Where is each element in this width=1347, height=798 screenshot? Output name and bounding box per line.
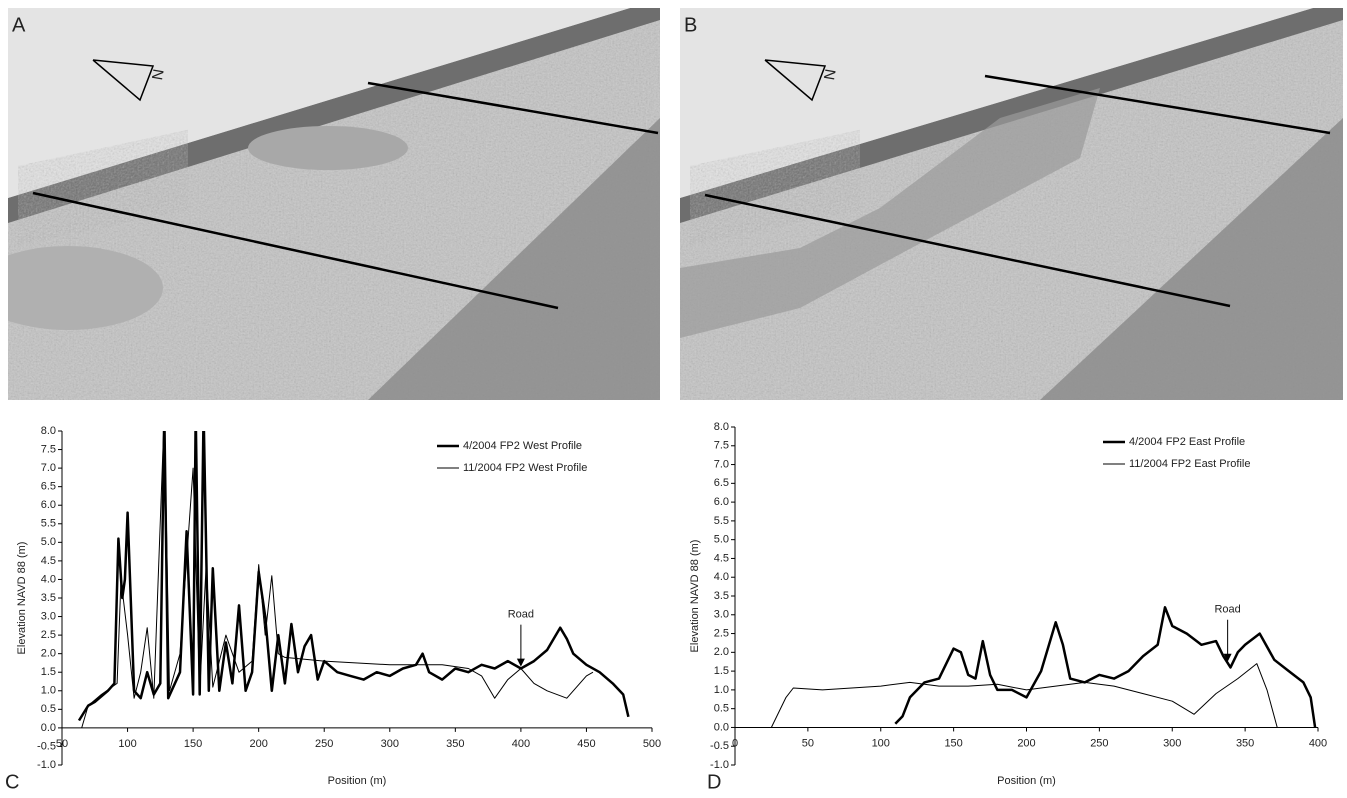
y-tick-label: 5.0 bbox=[41, 536, 56, 548]
y-tick-label: 2.0 bbox=[41, 648, 56, 660]
image-content bbox=[8, 8, 660, 400]
y-axis-title: Elevation NAVD 88 (m) bbox=[689, 540, 701, 653]
y-tick-label: 6.0 bbox=[41, 499, 56, 511]
series-line bbox=[770, 663, 1278, 728]
panel-label: D bbox=[707, 771, 721, 793]
chart: -1.0 -0.5 0.0 0.5 1.0 1.5 2.0 2.5 3.0 3.5 4.0 4.5 5.… bbox=[5, 425, 661, 793]
y-tick-label: 7.5 bbox=[714, 440, 729, 452]
x-tick-label: 450 bbox=[577, 738, 595, 750]
x-tick-label: 300 bbox=[381, 738, 399, 750]
x-tick-label: 250 bbox=[315, 738, 333, 750]
series-line bbox=[77, 431, 630, 722]
pond bbox=[8, 246, 163, 330]
x-tick-label: 350 bbox=[1236, 737, 1254, 749]
y-tick-label: 4.5 bbox=[41, 555, 56, 567]
terrain-image: NB bbox=[680, 8, 1343, 400]
y-tick-label: 4.5 bbox=[714, 552, 729, 564]
image-content bbox=[680, 8, 1343, 400]
arrow-head bbox=[1223, 653, 1232, 662]
north-arrow bbox=[764, 59, 827, 102]
series-line bbox=[81, 431, 594, 729]
x-tick-label: 350 bbox=[446, 738, 464, 750]
north-label: N bbox=[149, 68, 168, 82]
north-arrow bbox=[92, 59, 155, 102]
y-tick-label: 7.5 bbox=[41, 443, 56, 455]
y-tick-label: 0.0 bbox=[714, 721, 729, 733]
profile-line bbox=[367, 81, 659, 135]
y-tick-label: 5.5 bbox=[714, 515, 729, 527]
legend-label: 11/2004 FP2 West Profile bbox=[463, 462, 587, 474]
y-tick-label: -0.5 bbox=[37, 740, 56, 752]
y-tick-label: 6.5 bbox=[41, 481, 56, 493]
y-tick-label: 3.0 bbox=[714, 609, 729, 621]
x-tick-label: 150 bbox=[944, 737, 962, 749]
ocean bbox=[1040, 118, 1343, 400]
y-tick-label: 3.5 bbox=[41, 592, 56, 604]
y-tick-label: 3.0 bbox=[41, 610, 56, 622]
y-tick-label: 5.5 bbox=[41, 518, 56, 530]
x-tick-label: 50 bbox=[56, 738, 68, 750]
annotation-label: Road bbox=[508, 609, 534, 621]
x-tick-label: 100 bbox=[872, 737, 890, 749]
y-tick-label: 6.0 bbox=[714, 496, 729, 508]
legend-label: 4/2004 FP2 East Profile bbox=[1129, 436, 1245, 448]
legend-label: 4/2004 FP2 West Profile bbox=[463, 440, 582, 452]
y-tick-label: -1.0 bbox=[710, 759, 729, 771]
pond bbox=[248, 126, 408, 170]
x-tick-label: 300 bbox=[1163, 737, 1181, 749]
arrow-head bbox=[516, 658, 525, 667]
legend-label: 11/2004 FP2 East Profile bbox=[1129, 458, 1250, 470]
y-tick-label: 2.0 bbox=[714, 646, 729, 658]
x-tick-label: 100 bbox=[118, 738, 136, 750]
y-tick-label: 0.5 bbox=[714, 703, 729, 715]
y-tick-label: 3.5 bbox=[714, 590, 729, 602]
y-tick-label: 5.0 bbox=[714, 534, 729, 546]
y-tick-label: 1.5 bbox=[714, 665, 729, 677]
y-tick-label: 6.5 bbox=[714, 477, 729, 489]
y-tick-label: 4.0 bbox=[714, 571, 729, 583]
panel-label: B bbox=[684, 14, 697, 36]
y-tick-label: 7.0 bbox=[714, 458, 729, 470]
y-tick-label: 0.0 bbox=[41, 722, 56, 734]
x-axis-title: Position (m) bbox=[997, 775, 1056, 787]
x-tick-label: 200 bbox=[249, 738, 267, 750]
x-tick-label: 50 bbox=[802, 737, 814, 749]
y-tick-label: 7.0 bbox=[41, 462, 56, 474]
y-tick-label: -1.0 bbox=[37, 759, 56, 771]
x-tick-label: 150 bbox=[184, 738, 202, 750]
x-tick-label: 400 bbox=[512, 738, 530, 750]
y-axis-title: Elevation NAVD 88 (m) bbox=[16, 542, 28, 655]
x-axis-title: Position (m) bbox=[328, 775, 387, 787]
profile-line bbox=[984, 74, 1331, 135]
buildings bbox=[690, 129, 860, 246]
y-tick-label: 1.0 bbox=[714, 684, 729, 696]
x-tick-label: 400 bbox=[1309, 737, 1327, 749]
washover bbox=[680, 88, 1100, 338]
series-line bbox=[894, 606, 1317, 728]
y-tick-label: -0.5 bbox=[710, 740, 729, 752]
y-tick-label: 8.0 bbox=[41, 425, 56, 437]
x-tick-label: 250 bbox=[1090, 737, 1108, 749]
x-tick-label: 0 bbox=[732, 737, 738, 749]
ocean bbox=[368, 118, 660, 400]
panel-label: A bbox=[12, 14, 26, 36]
profile-line bbox=[704, 193, 1231, 308]
profile-line bbox=[32, 191, 559, 310]
y-tick-label: 2.5 bbox=[41, 629, 56, 641]
annotation-label: Road bbox=[1214, 604, 1240, 616]
chart: -1.0 -0.5 0.0 0.5 1.0 1.5 2.0 2.5 3.0 3.5 4.0 4.5 5.… bbox=[689, 421, 1327, 793]
y-tick-label: 1.5 bbox=[41, 666, 56, 678]
y-tick-label: 1.0 bbox=[41, 685, 56, 697]
y-tick-label: 2.5 bbox=[714, 627, 729, 639]
panel-label: C bbox=[5, 771, 19, 793]
x-tick-label: 200 bbox=[1017, 737, 1035, 749]
x-tick-label: 500 bbox=[643, 738, 661, 750]
y-tick-label: 0.5 bbox=[41, 703, 56, 715]
terrain-image: NA bbox=[8, 8, 660, 400]
y-tick-label: 4.0 bbox=[41, 573, 56, 585]
y-tick-label: 8.0 bbox=[714, 421, 729, 433]
north-label: N bbox=[821, 68, 840, 82]
